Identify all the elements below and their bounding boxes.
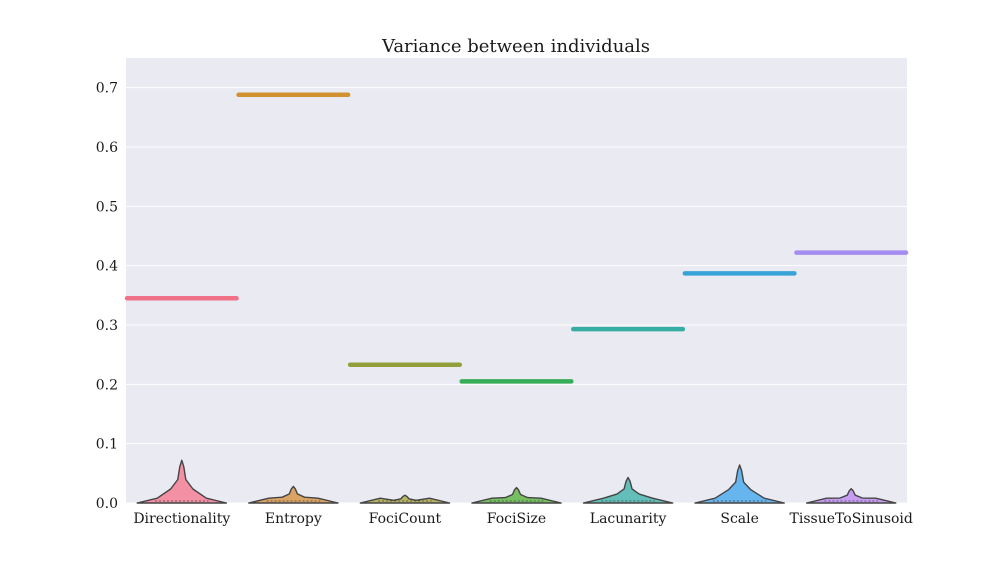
y-axis-ticks: 0.0 0.1 0.2 0.3 0.4 0.5 0.6 0.7 <box>96 81 118 512</box>
violin <box>248 485 339 504</box>
violin <box>694 464 785 504</box>
chart-title: Variance between individuals <box>381 36 650 57</box>
y-tick-label: 0.3 <box>96 318 118 334</box>
plot-background <box>126 58 907 503</box>
x-tick-label: Lacunarity <box>590 511 667 527</box>
y-tick-label: 0.5 <box>96 199 118 215</box>
violin <box>136 459 228 504</box>
y-tick-label: 0.4 <box>96 259 118 275</box>
y-tick-label: 0.0 <box>96 496 118 512</box>
x-tick-label: FociSize <box>487 511 546 527</box>
x-tick-label: TissueToSinusoid <box>790 511 913 527</box>
violin <box>805 488 897 504</box>
violin <box>471 486 562 504</box>
y-tick-label: 0.7 <box>96 81 118 97</box>
y-tick-label: 0.6 <box>96 140 118 156</box>
y-tick-label: 0.1 <box>96 437 118 453</box>
y-tick-label: 0.2 <box>96 377 118 393</box>
violins <box>136 459 897 504</box>
x-tick-label: Scale <box>720 511 759 527</box>
grid-lines <box>126 87 907 504</box>
x-tick-label: FociCount <box>369 511 442 527</box>
x-tick-label: Directionality <box>133 511 230 527</box>
x-axis-ticks: Directionality Entropy FociCount FociSize La… <box>133 511 913 527</box>
x-tick-label: Entropy <box>265 511 322 527</box>
violin <box>582 476 674 504</box>
variance-lines <box>124 92 909 384</box>
